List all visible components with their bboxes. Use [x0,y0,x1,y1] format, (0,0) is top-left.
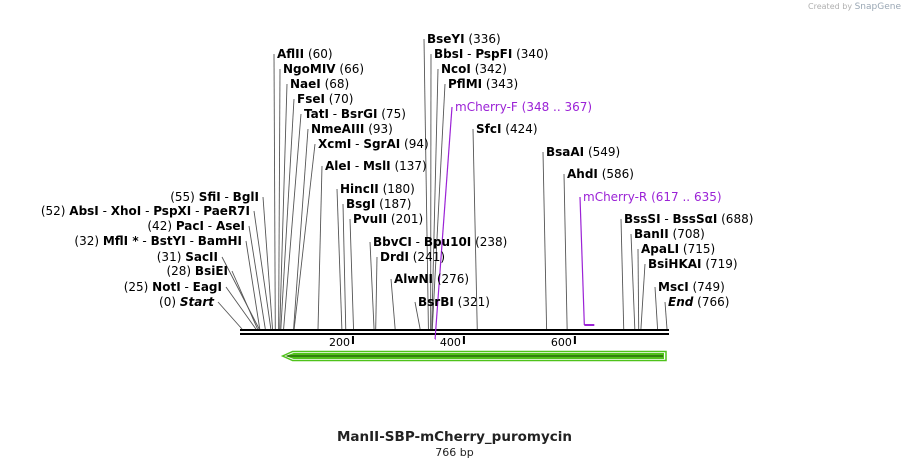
site-label-drdi: DrdI (241) [380,250,445,264]
site-label-end: End (766) [668,295,729,309]
site-label-bsrbi: BsrBI (321) [418,295,490,309]
site-label-apali: ApaLI (715) [641,242,715,256]
map-title: ManII-SBP-mCherry_puromycin [337,429,572,445]
site-label-ahdi: AhdI (586) [567,167,634,181]
left-label-connector [231,270,258,330]
right-label-connector [293,143,316,330]
site-label-mcherry-f: mCherry-F (348 .. 367) [455,100,592,114]
site-label-bsgi: BsgI (187) [346,197,411,211]
right-label-connector [283,113,302,330]
right-label-connector [375,256,378,330]
site-label-pflmi: PflMI (343) [448,77,518,91]
site-label-absi: (52) AbsI - XhoI - PspXI - PaeR7I [41,204,250,218]
site-label-sfci: SfcI (424) [476,122,538,136]
left-label-connector [217,301,243,330]
right-label-connector [664,301,668,330]
right-label-connector [630,233,636,330]
left-label-connector [245,240,261,330]
site-label-mfli: (32) MflI * - BstYI - BamHI [74,234,242,248]
right-label-connector [390,278,396,330]
site-label-msci: MscI (749) [658,280,725,294]
site-label-bsihkai: BsiHKAI (719) [648,257,738,271]
site-label-banii: BanII (708) [634,227,705,241]
ruler-tick-label: 400 [440,336,461,349]
site-label-nmeaiii: NmeAIII (93) [311,122,393,136]
snapgene-branding: Created by SnapGene [808,2,901,12]
right-label-connector [654,286,659,330]
left-label-connector [248,225,266,330]
site-label-ngomiv: NgoMIV (66) [283,62,364,76]
ruler-tick-label: 200 [329,336,350,349]
right-label-connector [620,218,625,330]
right-label-connector [472,128,478,330]
site-label-paci: (42) PacI - AseI [147,219,245,233]
site-label-alei: AleI - MslI (137) [325,159,427,173]
site-label-sacii: (31) SacII [157,250,218,264]
right-label-connector [278,68,281,330]
created-by-text: Created by [808,2,853,11]
right-label-connector [293,128,309,330]
site-label-pvuii: PvuII (201) [353,212,423,226]
site-label-bseyi: BseYI (336) [427,32,501,46]
site-label-bbvci: BbvCI - Bpu10I (238) [373,235,507,249]
right-label-connector [280,98,295,330]
site-label-xcmi: XcmI - SgrAI (94) [318,137,429,151]
site-label-aflii: AflII (60) [277,47,333,61]
left-label-connector [253,210,272,330]
right-label-connector [317,165,323,330]
right-label-connector [423,38,429,330]
snapgene-logo: SnapGene [854,2,901,12]
left-label-connector [221,256,260,330]
site-label-tati: TatI - BsrGI (75) [304,107,406,121]
right-label-connector [640,263,646,330]
site-label-mcherry-r: mCherry-R (617 .. 635) [583,190,722,204]
site-label-bsaai: BsaAI (549) [546,145,620,159]
site-label-start: (0) Start [159,295,215,309]
right-label-connector [349,218,354,330]
right-label-connector [579,196,585,326]
site-label-bsiei: (28) BsiEI [166,264,228,278]
left-label-connector [225,286,257,330]
map-length: 766 bp [435,446,474,459]
right-label-connector [563,173,568,330]
right-label-connector [542,151,548,330]
site-label-hincii: HincII (180) [340,182,415,196]
ruler-tick-label: 600 [551,336,572,349]
site-label-bsssi: BssSI - BssSαI (688) [624,212,753,226]
right-label-connector [431,68,439,330]
site-label-fsei: FseI (70) [297,92,353,106]
right-label-connector [336,188,343,330]
right-label-connector [273,53,276,330]
site-label-alwni: AlwNI (276) [394,272,469,286]
left-label-connector [262,196,273,330]
site-label-sfii: (55) SfiI - BglI [170,190,259,204]
right-label-connector [369,241,375,330]
right-label-connector [342,203,347,330]
site-label-noti: (25) NotI - EagI [124,280,222,294]
right-label-connector [431,83,446,330]
right-label-connector [434,106,453,340]
site-label-ncoi: NcoI (342) [441,62,507,76]
site-label-bbsi: BbsI - PspFI (340) [434,47,548,61]
right-label-connector [279,83,288,330]
right-label-connector [414,301,421,330]
site-label-naei: NaeI (68) [290,77,349,91]
right-label-connector [637,248,640,330]
